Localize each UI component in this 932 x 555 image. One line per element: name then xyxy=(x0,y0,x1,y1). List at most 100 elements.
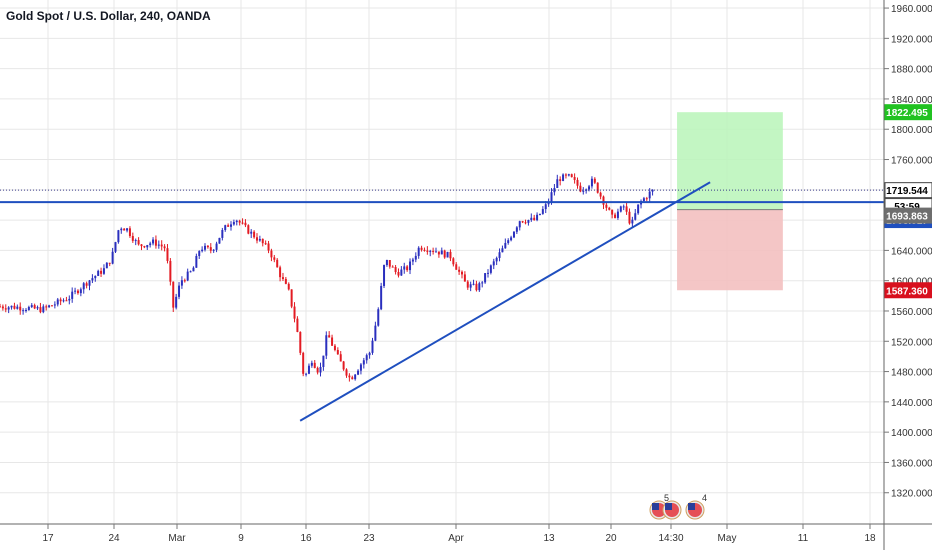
candle-body xyxy=(521,221,524,223)
x-tick-label: 9 xyxy=(238,533,244,544)
us-flag-event-b[interactable] xyxy=(662,500,682,520)
us-flag-event-c[interactable]: 4 xyxy=(685,493,707,520)
candle-body xyxy=(383,265,386,286)
candle-body xyxy=(178,285,181,297)
candle-body xyxy=(296,318,299,332)
candle-body xyxy=(472,283,475,285)
candle-body xyxy=(637,204,640,214)
candle-body xyxy=(215,243,218,250)
candle-body xyxy=(550,192,553,202)
candle-body xyxy=(276,259,279,268)
target-price-badge-bg xyxy=(884,104,932,121)
candle-body xyxy=(342,361,345,370)
candle-body xyxy=(371,340,374,353)
candle-body xyxy=(65,300,68,302)
candle-body xyxy=(385,260,388,266)
x-tick-label: Mar xyxy=(168,533,186,544)
candle-body xyxy=(397,272,400,276)
candle-body xyxy=(16,306,19,309)
candle-body xyxy=(281,277,284,279)
candle-body xyxy=(446,251,449,258)
candle-body xyxy=(100,270,103,274)
candle-body xyxy=(82,283,85,290)
current-price-badge: 1719.544 xyxy=(886,186,928,197)
candle-body xyxy=(227,225,230,227)
candle-body xyxy=(333,345,336,350)
stop-loss-zone[interactable] xyxy=(677,209,783,291)
candle-body xyxy=(258,238,261,241)
candle-body xyxy=(201,249,204,252)
candle-body xyxy=(596,182,599,193)
candle-body xyxy=(631,219,634,224)
y-tick-label: 1480.000 xyxy=(891,368,932,379)
candle-body xyxy=(232,222,235,225)
candle-body xyxy=(68,298,71,301)
candle-body xyxy=(24,309,27,311)
us-flag-event-count-a: 5 xyxy=(664,493,669,503)
candle-body xyxy=(212,249,215,251)
candle-body xyxy=(273,257,276,260)
candle-body xyxy=(602,196,605,205)
candle-body xyxy=(76,290,79,294)
y-tick-label: 1640.000 xyxy=(891,246,932,257)
candle-body xyxy=(622,206,625,208)
candle-body xyxy=(33,305,36,309)
candle-body xyxy=(426,250,429,252)
candle-body xyxy=(88,280,91,286)
candle-body xyxy=(71,291,74,299)
support-trendline[interactable] xyxy=(299,181,711,422)
candle-body xyxy=(530,217,533,221)
candle-body xyxy=(400,269,403,276)
candle-body xyxy=(484,273,487,283)
candle-body xyxy=(403,266,406,270)
candle-body xyxy=(365,355,368,361)
candle-body xyxy=(417,247,420,256)
candle-body xyxy=(507,240,510,243)
profit-zone[interactable] xyxy=(677,112,783,210)
candle-body xyxy=(420,247,423,250)
candle-body xyxy=(192,267,195,272)
candle-body xyxy=(593,178,596,183)
candle-body xyxy=(189,271,192,273)
candle-body xyxy=(307,365,310,374)
candle-body xyxy=(533,217,536,221)
candle-body xyxy=(322,355,325,367)
candle-body xyxy=(128,228,131,237)
x-tick-label: 24 xyxy=(108,533,120,544)
candle-body xyxy=(579,185,582,192)
candle-body xyxy=(91,278,94,281)
candle-body xyxy=(22,310,25,312)
candle-body xyxy=(625,206,628,212)
x-tick-label: 17 xyxy=(42,533,54,544)
candle-body xyxy=(270,250,273,258)
x-tick-label: 20 xyxy=(605,533,617,544)
candle-body xyxy=(45,306,48,308)
candle-body xyxy=(362,360,365,365)
countdown-badge: 53:59 xyxy=(894,202,920,213)
candle-body xyxy=(501,248,504,253)
candle-body xyxy=(163,246,166,249)
candle-body xyxy=(368,352,371,356)
candle-body xyxy=(27,306,30,310)
candle-body xyxy=(4,308,7,310)
y-tick-label: 1560.000 xyxy=(891,307,932,318)
candle-body xyxy=(498,252,501,258)
candle-body xyxy=(198,251,201,256)
candle-body xyxy=(235,220,238,223)
candle-body xyxy=(449,251,452,259)
candle-body xyxy=(36,307,39,309)
candle-body xyxy=(458,269,461,272)
candle-body xyxy=(437,251,440,255)
candle-body xyxy=(290,289,293,307)
candle-body xyxy=(628,211,631,224)
candle-body xyxy=(582,190,585,192)
candle-body xyxy=(435,251,438,253)
candle-body xyxy=(611,209,614,215)
candle-body xyxy=(255,237,258,241)
candle-body xyxy=(284,278,287,284)
candle-body xyxy=(429,250,432,252)
candle-body xyxy=(183,280,186,282)
y-tick-label: 1320.000 xyxy=(891,489,932,500)
